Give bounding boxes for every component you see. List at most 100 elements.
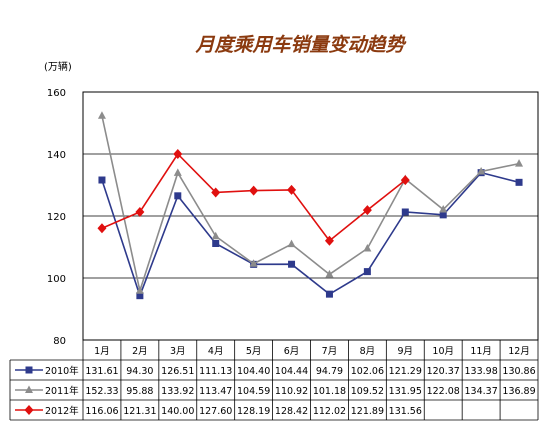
y-axis: 80 100 120 140 160 bbox=[47, 88, 66, 347]
data-point bbox=[515, 178, 523, 186]
data-point bbox=[400, 175, 410, 186]
x-tick-label: 3月 bbox=[170, 346, 186, 357]
legend-entry: 2012年 bbox=[15, 405, 79, 417]
x-tick-label: 9月 bbox=[398, 346, 414, 357]
data-label: 126.51 bbox=[161, 366, 194, 377]
data-label: 140.00 bbox=[161, 406, 194, 417]
data-point bbox=[135, 286, 144, 294]
data-label: 128.42 bbox=[275, 406, 308, 417]
x-tick-label: 5月 bbox=[246, 346, 262, 357]
data-point bbox=[287, 239, 296, 248]
data-label: 133.98 bbox=[465, 366, 498, 377]
data-label: 152.33 bbox=[85, 386, 118, 397]
data-point bbox=[324, 235, 334, 246]
data-label: 116.06 bbox=[85, 406, 118, 417]
series-line bbox=[101, 152, 406, 242]
data-point bbox=[211, 187, 221, 198]
series-line bbox=[101, 115, 520, 294]
data-label: 131.56 bbox=[389, 406, 422, 417]
y-tick-label: 160 bbox=[47, 88, 66, 99]
x-tick-label: 10月 bbox=[432, 346, 454, 357]
data-label: 121.29 bbox=[389, 366, 422, 377]
data-point bbox=[249, 185, 259, 196]
data-label: 122.08 bbox=[427, 386, 460, 397]
legend-label: 2010年 bbox=[45, 365, 79, 377]
data-point bbox=[401, 208, 409, 216]
legend-label: 2012年 bbox=[45, 405, 79, 417]
data-label: 130.86 bbox=[502, 366, 535, 377]
data-point bbox=[287, 184, 297, 195]
data-table: 1月 2月 3月 4月 5月 6月 7月 8月 9月 10月 11月 12月 2010年 131.61 94… bbox=[9, 339, 539, 421]
y-tick-label: 120 bbox=[47, 212, 66, 223]
series-line bbox=[101, 171, 520, 299]
data-point bbox=[363, 243, 372, 252]
data-label: 121.89 bbox=[351, 406, 384, 417]
y-tick-label: 140 bbox=[47, 150, 66, 161]
data-point bbox=[98, 176, 106, 184]
y-tick-label: 100 bbox=[47, 274, 66, 285]
data-label: 102.06 bbox=[351, 366, 384, 377]
y-unit-label: (万辆) bbox=[44, 60, 72, 73]
data-point bbox=[174, 192, 182, 200]
x-tick-label: 1月 bbox=[94, 346, 110, 357]
data-label: 95.88 bbox=[126, 386, 153, 397]
data-point bbox=[363, 268, 371, 276]
legend-entry: 2011年 bbox=[15, 385, 79, 397]
x-tick-label: 2月 bbox=[132, 346, 148, 357]
data-point bbox=[288, 260, 296, 268]
data-label: 104.40 bbox=[237, 366, 270, 377]
series-2012年 bbox=[97, 149, 410, 246]
data-label: 131.61 bbox=[85, 366, 118, 377]
data-label: 136.89 bbox=[502, 386, 535, 397]
data-point bbox=[211, 231, 220, 240]
data-label: 112.02 bbox=[313, 406, 346, 417]
data-point bbox=[97, 111, 106, 119]
data-label: 104.44 bbox=[275, 366, 308, 377]
series-2011年 bbox=[97, 111, 524, 294]
series-2010年 bbox=[98, 169, 523, 300]
data-point bbox=[515, 159, 524, 167]
x-tick-label: 11月 bbox=[470, 346, 492, 357]
data-label: 127.60 bbox=[199, 406, 232, 417]
data-label: 110.92 bbox=[275, 386, 308, 397]
data-point bbox=[97, 223, 107, 234]
data-label: 113.47 bbox=[199, 386, 232, 397]
data-point bbox=[173, 168, 182, 176]
series-lines bbox=[97, 111, 524, 300]
data-label: 121.31 bbox=[123, 406, 156, 417]
data-point bbox=[173, 149, 183, 159]
data-label: 109.52 bbox=[351, 386, 384, 397]
data-point bbox=[136, 292, 144, 300]
data-label: 94.79 bbox=[316, 366, 343, 377]
x-tick-label: 8月 bbox=[360, 346, 376, 357]
legend-entry: 2010年 bbox=[15, 365, 79, 377]
data-point bbox=[212, 239, 220, 247]
data-point bbox=[249, 259, 258, 267]
data-label: 111.13 bbox=[199, 366, 232, 377]
data-label: 134.37 bbox=[465, 386, 498, 397]
chart-title: 月度乘用车销量变动趋势 bbox=[194, 34, 407, 56]
data-label: 101.18 bbox=[313, 386, 346, 397]
data-label: 131.95 bbox=[389, 386, 422, 397]
legend-marker bbox=[25, 366, 33, 374]
y-tick-label: 80 bbox=[53, 336, 66, 347]
data-point bbox=[135, 206, 145, 217]
data-label: 133.92 bbox=[161, 386, 194, 397]
data-point bbox=[477, 166, 486, 175]
legend-marker bbox=[25, 385, 33, 393]
data-point bbox=[362, 205, 372, 216]
legend-marker bbox=[24, 405, 34, 415]
data-label: 104.59 bbox=[237, 386, 270, 397]
data-label: 94.30 bbox=[126, 366, 153, 377]
x-tick-label: 7月 bbox=[322, 346, 338, 357]
data-point bbox=[325, 290, 333, 298]
data-label: 120.37 bbox=[427, 366, 460, 377]
data-point bbox=[439, 205, 448, 213]
x-tick-label: 4月 bbox=[208, 346, 224, 357]
data-point bbox=[325, 269, 334, 278]
data-point bbox=[439, 211, 447, 219]
x-tick-label: 6月 bbox=[284, 346, 300, 357]
data-label: 128.19 bbox=[237, 406, 270, 417]
x-tick-label: 12月 bbox=[508, 346, 530, 357]
